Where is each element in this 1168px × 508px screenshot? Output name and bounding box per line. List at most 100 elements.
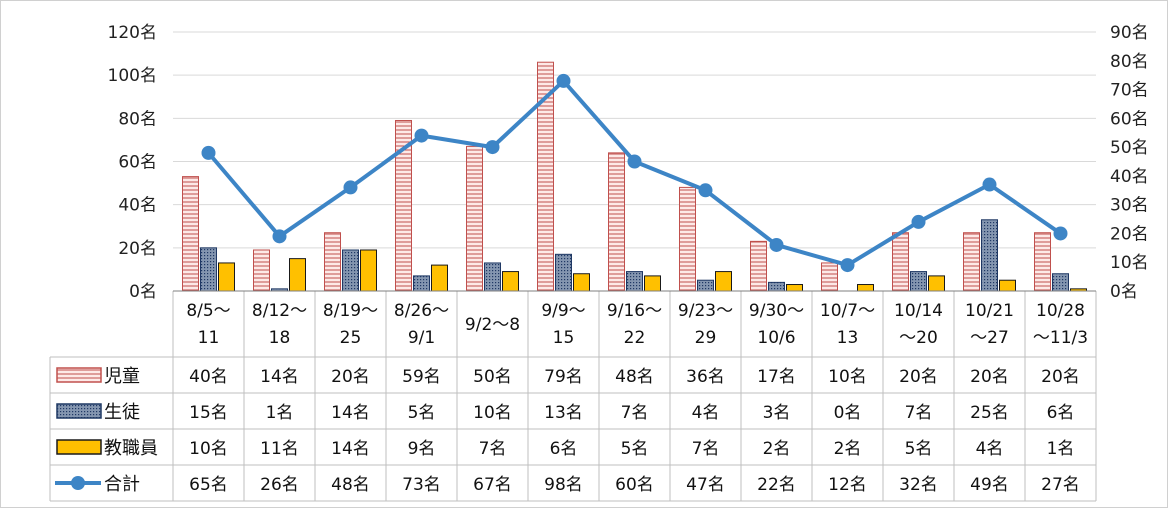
- table-cell: 14名: [331, 439, 370, 459]
- category-label: 9/9～ 15: [541, 301, 585, 348]
- table-cell: 79名: [544, 367, 583, 387]
- table-cell: 60名: [615, 475, 654, 495]
- line-point: [343, 180, 358, 195]
- bar-教職員: [928, 275, 945, 292]
- table-cell: 7名: [692, 439, 720, 459]
- category-label: 9/23～ 29: [678, 301, 733, 348]
- left-tick-label: 60名: [118, 153, 157, 173]
- table-cell: 13名: [544, 403, 583, 423]
- bar-教職員: [218, 262, 235, 292]
- table-cell: 17名: [757, 367, 796, 387]
- table-cell: 49名: [970, 475, 1009, 495]
- table-cell: 10名: [828, 367, 867, 387]
- category-label: 9/30～ 10/6: [749, 301, 804, 348]
- table-cell: 0名: [834, 403, 862, 423]
- table-cell: 2名: [763, 439, 791, 459]
- left-tick-label: 40名: [118, 196, 157, 216]
- legend-label: 児童: [104, 366, 140, 387]
- table-cell: 12名: [828, 475, 867, 495]
- bar-教職員: [715, 271, 732, 292]
- bar-児童: [466, 145, 483, 292]
- left-tick-label: 100名: [108, 66, 157, 86]
- bar-生徒: [342, 249, 359, 292]
- bar-生徒: [1052, 273, 1069, 292]
- line-series: [201, 73, 1068, 273]
- table-cell: 98名: [544, 475, 583, 495]
- bar-児童: [253, 249, 270, 292]
- bar-児童: [821, 262, 838, 292]
- bar-児童: [750, 240, 767, 292]
- right-axis: 0名 10名 20名 30名 40名 50名 60名 70名 80名 90名: [1110, 23, 1149, 302]
- table-cell: 4名: [692, 403, 720, 423]
- table-cell: 6名: [550, 439, 578, 459]
- table-cell: 1名: [266, 403, 294, 423]
- line-point: [982, 177, 997, 192]
- table-cell: 48名: [331, 475, 370, 495]
- category-label: 10/7～ 13: [820, 301, 875, 348]
- table-cell: 7名: [621, 403, 649, 423]
- line-point: [1053, 226, 1068, 241]
- legend-label: 生徒: [104, 402, 140, 423]
- bar-児童: [182, 176, 199, 292]
- table-cell: 47名: [686, 475, 725, 495]
- category-label: 10/28 ～11/3: [1033, 301, 1088, 348]
- table-cell: 32名: [899, 475, 938, 495]
- bar-生徒: [910, 271, 927, 292]
- category-label: 9/16～ 22: [607, 301, 662, 348]
- table-cell: 3名: [763, 403, 791, 423]
- bar-教職員: [644, 275, 661, 292]
- line-point: [627, 154, 642, 169]
- table-cell: 1名: [1047, 439, 1075, 459]
- table-cell: 20名: [899, 367, 938, 387]
- table-cell: 2名: [834, 439, 862, 459]
- bar-教職員: [431, 264, 448, 292]
- right-tick-label: 80名: [1110, 52, 1149, 72]
- bar-教職員: [289, 258, 306, 292]
- table-cell: 59名: [402, 367, 441, 387]
- bar-series: [182, 61, 1087, 292]
- bar-教職員: [360, 249, 377, 292]
- table-cell: 20名: [331, 367, 370, 387]
- table-cell: 11名: [260, 439, 299, 459]
- line-point: [201, 145, 216, 160]
- left-tick-label: 120名: [108, 23, 157, 43]
- bar-児童: [963, 232, 980, 292]
- bar-教職員: [999, 279, 1016, 292]
- right-tick-label: 90名: [1110, 23, 1149, 43]
- bar-生徒: [768, 281, 785, 292]
- table-cell: 15名: [189, 403, 228, 423]
- table-cell: 65名: [189, 475, 228, 495]
- bar-生徒: [200, 247, 217, 292]
- right-tick-label: 20名: [1110, 224, 1149, 244]
- bar-教職員: [573, 273, 590, 292]
- legend-label: 合計: [104, 474, 140, 495]
- bar-生徒: [697, 279, 714, 292]
- right-tick-label: 0名: [1110, 282, 1138, 302]
- right-tick-label: 40名: [1110, 167, 1149, 187]
- line-point: [911, 214, 926, 229]
- bar-生徒: [555, 253, 572, 292]
- bar-児童: [679, 186, 696, 292]
- category-label: 10/21 ～27: [965, 301, 1014, 348]
- table-cell: 9名: [408, 439, 436, 459]
- right-tick-label: 50名: [1110, 138, 1149, 158]
- legend-key-児童: [56, 367, 102, 383]
- bar-児童: [608, 152, 625, 292]
- bar-生徒: [981, 219, 998, 292]
- bar-生徒: [626, 271, 643, 292]
- table-cell: 40名: [189, 367, 228, 387]
- line-point: [556, 73, 571, 88]
- table-cell: 27名: [1041, 475, 1080, 495]
- bar-児童: [892, 232, 909, 292]
- right-tick-label: 30名: [1110, 196, 1149, 216]
- category-label: 8/19～ 25: [323, 301, 378, 348]
- right-tick-label: 70名: [1110, 81, 1149, 101]
- line-point: [414, 128, 429, 143]
- category-label: 9/2～8: [465, 315, 520, 335]
- table-cell: 14名: [260, 367, 299, 387]
- left-tick-label: 80名: [118, 109, 157, 129]
- bar-教職員: [857, 284, 874, 292]
- table-cell: 10名: [189, 439, 228, 459]
